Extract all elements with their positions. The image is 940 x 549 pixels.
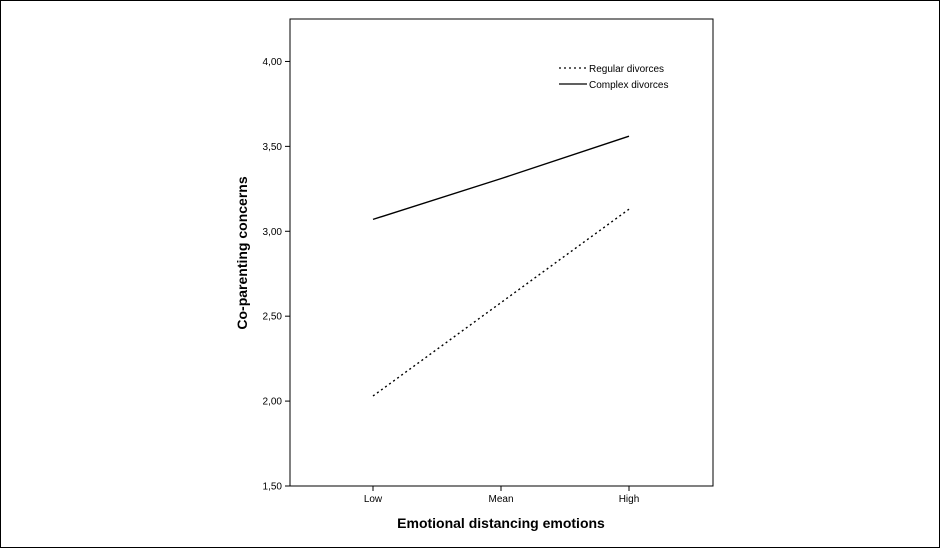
series-line-complex-divorces — [372, 135, 630, 221]
y-tick-label: 3,00 — [263, 227, 283, 238]
series-line-regular-divorces — [372, 208, 630, 397]
x-tick-label: High — [619, 494, 640, 505]
x-tick-label: Mean — [488, 494, 513, 505]
series-layer — [372, 135, 630, 397]
x-axis: Low Mean High — [364, 486, 639, 505]
x-axis-title: Emotional distancing emotions — [397, 515, 605, 531]
legend: Regular divorces Complex divorces — [559, 64, 668, 91]
y-tick-label: 3,50 — [263, 142, 283, 153]
y-tick-label: 2,50 — [263, 312, 283, 323]
legend-label-regular-divorces: Regular divorces — [589, 64, 664, 75]
y-axis: 1,50 2,00 2,50 3,00 3,50 4,00 — [263, 57, 290, 493]
y-axis-title: Co-parenting concerns — [234, 176, 250, 329]
legend-label-complex-divorces: Complex divorces — [589, 80, 668, 91]
x-tick-label: Low — [364, 494, 383, 505]
y-tick-label: 1,50 — [263, 482, 283, 493]
y-tick-label: 2,00 — [263, 397, 283, 408]
y-tick-label: 4,00 — [263, 57, 283, 68]
